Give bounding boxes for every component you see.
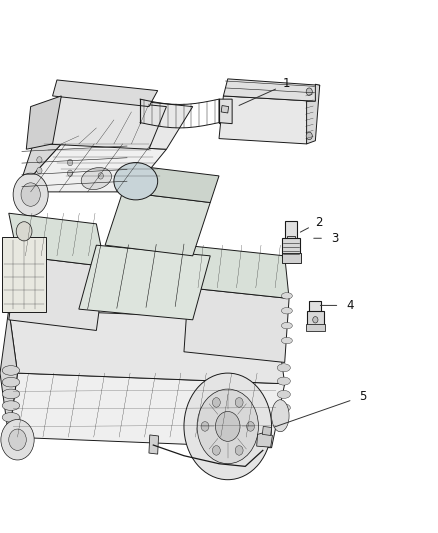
Text: 1: 1 xyxy=(283,77,290,90)
Ellipse shape xyxy=(277,377,290,385)
Circle shape xyxy=(235,446,243,455)
Polygon shape xyxy=(9,256,105,330)
Ellipse shape xyxy=(281,293,293,299)
Ellipse shape xyxy=(281,308,293,314)
Polygon shape xyxy=(9,309,285,384)
Ellipse shape xyxy=(281,337,293,344)
Circle shape xyxy=(306,132,312,140)
Polygon shape xyxy=(18,96,88,192)
Polygon shape xyxy=(219,96,315,144)
FancyBboxPatch shape xyxy=(306,324,325,331)
Circle shape xyxy=(16,222,32,241)
Polygon shape xyxy=(53,80,158,107)
Ellipse shape xyxy=(2,401,20,410)
Circle shape xyxy=(9,429,26,450)
Polygon shape xyxy=(9,373,285,448)
FancyBboxPatch shape xyxy=(282,253,301,263)
Ellipse shape xyxy=(272,400,289,432)
Text: 4: 4 xyxy=(346,299,353,312)
Circle shape xyxy=(13,173,48,216)
Polygon shape xyxy=(26,96,61,149)
Circle shape xyxy=(21,183,40,206)
Polygon shape xyxy=(149,435,159,454)
Ellipse shape xyxy=(2,389,20,399)
Ellipse shape xyxy=(114,163,158,200)
Text: 2: 2 xyxy=(315,216,323,229)
Circle shape xyxy=(197,389,258,464)
FancyBboxPatch shape xyxy=(307,311,324,327)
Polygon shape xyxy=(262,426,272,435)
Text: 3: 3 xyxy=(331,232,338,245)
Polygon shape xyxy=(9,213,105,266)
Circle shape xyxy=(37,167,42,174)
FancyBboxPatch shape xyxy=(282,238,300,257)
Ellipse shape xyxy=(2,377,20,387)
Polygon shape xyxy=(105,192,210,256)
Circle shape xyxy=(235,398,243,407)
Circle shape xyxy=(67,170,73,176)
Ellipse shape xyxy=(277,364,290,372)
Polygon shape xyxy=(307,84,320,144)
Circle shape xyxy=(212,446,220,455)
Polygon shape xyxy=(184,288,289,362)
Polygon shape xyxy=(123,165,219,203)
Polygon shape xyxy=(223,79,320,101)
Ellipse shape xyxy=(281,322,293,329)
FancyBboxPatch shape xyxy=(2,237,46,312)
Polygon shape xyxy=(0,309,18,437)
Ellipse shape xyxy=(277,404,290,411)
Polygon shape xyxy=(257,433,272,447)
Ellipse shape xyxy=(2,366,20,375)
Polygon shape xyxy=(18,144,166,192)
Circle shape xyxy=(98,173,103,179)
Text: 5: 5 xyxy=(359,390,367,403)
Ellipse shape xyxy=(277,390,290,399)
Ellipse shape xyxy=(2,413,20,422)
Circle shape xyxy=(201,422,209,431)
Polygon shape xyxy=(44,96,166,149)
Circle shape xyxy=(212,398,220,407)
Circle shape xyxy=(37,157,42,163)
Ellipse shape xyxy=(81,167,112,190)
Polygon shape xyxy=(219,99,232,124)
FancyBboxPatch shape xyxy=(309,301,321,314)
FancyBboxPatch shape xyxy=(287,236,295,242)
Polygon shape xyxy=(221,106,229,113)
Circle shape xyxy=(215,411,240,441)
Circle shape xyxy=(313,317,318,323)
Polygon shape xyxy=(184,245,289,298)
Polygon shape xyxy=(79,245,210,320)
Circle shape xyxy=(184,373,272,480)
Circle shape xyxy=(306,88,312,95)
FancyBboxPatch shape xyxy=(285,221,297,239)
Circle shape xyxy=(1,419,34,460)
Polygon shape xyxy=(61,96,193,149)
Circle shape xyxy=(247,422,254,431)
Circle shape xyxy=(67,159,73,166)
